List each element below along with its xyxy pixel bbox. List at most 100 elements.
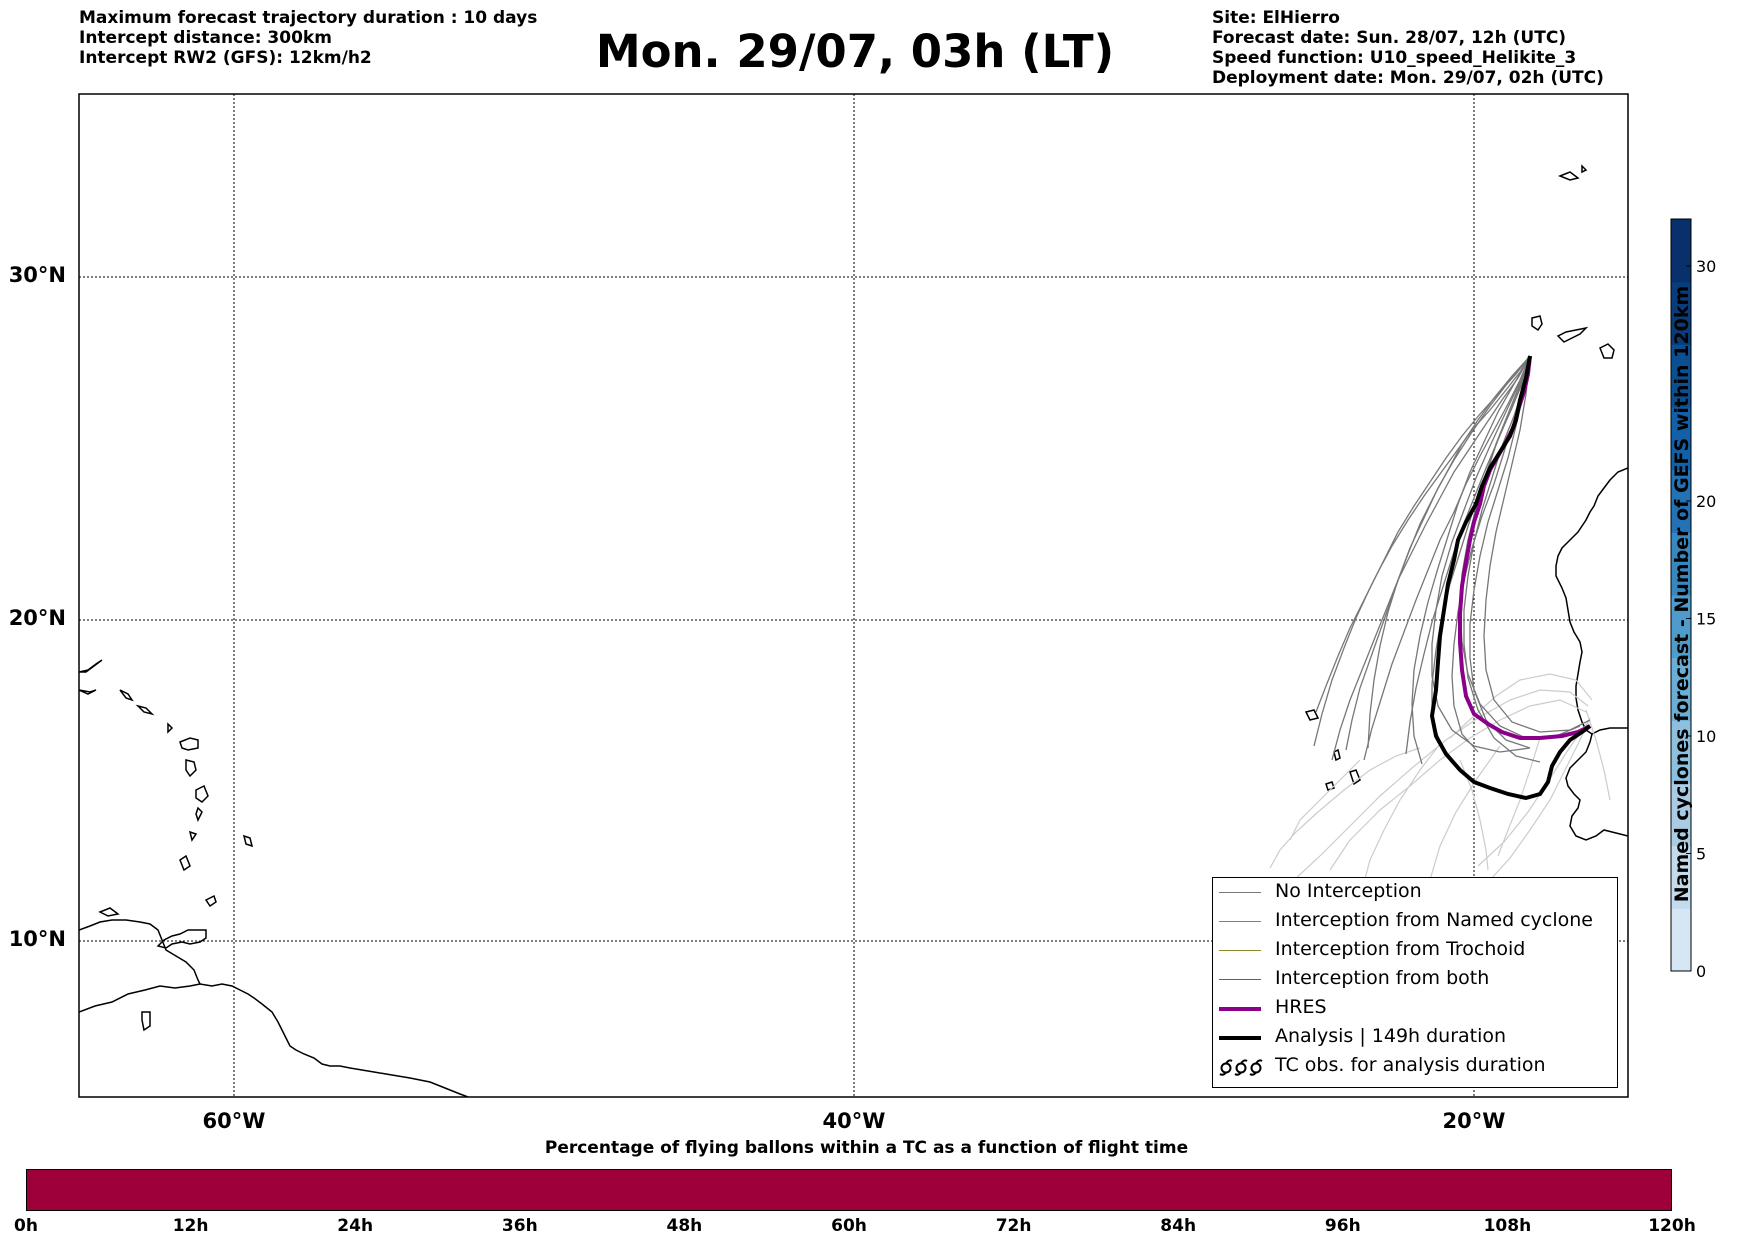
faint-trajectories [1269,673,1611,911]
cape-verde-island-3 [1333,748,1341,762]
legend-item: Interception from Named cyclone [1213,907,1617,936]
legend-item: HRES [1213,994,1617,1023]
legend-swatch [1219,892,1261,893]
bottom-bar-tick-label: 24h [337,1216,374,1236]
colorbar-segment [1671,595,1691,659]
no-interception-track [1463,355,1541,763]
caribbean-island-1 [79,659,103,673]
colorbar-segment [1671,908,1691,972]
legend-label: Interception from Named cyclone [1275,909,1593,931]
colorbar-segment [1671,344,1691,408]
caribbean-island-3 [179,737,199,751]
caribbean-island-15 [141,1011,151,1032]
colorbar-tick-label: 0 [1696,962,1706,981]
legend-item: Interception from Trochoid [1213,936,1617,965]
legend-item: TC obs. for analysis duration [1213,1052,1617,1081]
no-interception-track [1367,355,1531,749]
madeira-island-2 [1581,164,1588,174]
no-interception-track [1483,355,1591,733]
legend-swatch [1219,979,1261,980]
caribbean-island-7 [188,830,198,842]
no-interception-track [1345,355,1531,751]
analysis-track [1429,355,1592,801]
header-info-left: Maximum forecast trajectory duration : 1… [79,8,537,68]
no-interception-track [1363,355,1531,761]
bottom-bar-tick-label: 120h [1648,1216,1696,1236]
no-interception-track [1411,355,1531,765]
percentage-bar [26,1169,1672,1211]
africa-coast [1555,467,1628,735]
cyclone-symbols-icon [1219,1059,1263,1076]
bottom-bar-tick-label: 12h [172,1216,209,1236]
faint-track [1289,759,1361,841]
faint-track [1489,717,1591,881]
colorbar-segment [1671,281,1691,345]
header-right-line: Forecast date: Sun. 28/07, 12h (UTC) [1212,28,1567,48]
header-right-line: Deployment date: Mon. 29/07, 02h (UTC) [1212,68,1604,88]
legend-label: HRES [1275,996,1327,1018]
colorbar-tick-label: 10 [1696,727,1716,746]
legend-swatch [1219,1036,1261,1040]
map-title: Mon. 29/07, 03h (LT) [595,25,1115,78]
caribbean-island-12 [119,689,134,702]
colorbar-segment [1671,845,1691,909]
legend-swatch [1219,921,1261,922]
colorbar-segment [1671,469,1691,533]
no-interception-track [1331,355,1531,761]
faint-track [1269,747,1421,869]
header-left-line: Maximum forecast trajectory duration : 1… [79,8,538,28]
legend-item: Analysis | 149h duration [1213,1023,1617,1052]
lat-label-10n: 10°N [8,927,66,951]
legend: No Interception Interception from Named … [1212,877,1618,1088]
legend-swatch [1219,950,1261,951]
header-right-line: Site: ElHierro [1212,8,1340,28]
bottom-bar-tick-label: 36h [501,1216,538,1236]
lon-label-60w: 60°W [202,1109,266,1133]
bottom-bar-tick-label: 108h [1483,1216,1532,1236]
venezuela-coast [79,919,201,985]
canary-island-1 [1556,326,1589,343]
colorbar-tick-label: 20 [1696,492,1716,511]
map-frame [78,93,1629,1098]
coastlines [79,164,1628,1097]
header-right-line: Speed function: U10_speed_Helikite_3 [1212,48,1577,68]
colorbar-tick-label: 5 [1696,845,1706,864]
colorbar-segment [1671,407,1691,471]
caribbean-island-8 [179,854,191,872]
bottom-bar-tick-label: 96h [1324,1216,1361,1236]
legend-swatch [1219,1007,1261,1011]
faint-track [1497,737,1541,857]
lon-label-20w: 20°W [1442,1109,1506,1133]
cape-verde-island-1 [1304,709,1320,721]
canary-island-3 [1531,315,1543,332]
header-left-line: Intercept RW2 (GFS): 12km/h2 [79,48,372,68]
legend-item: Interception from both [1213,965,1617,994]
colorbar-segment [1671,657,1691,721]
colorbar-tick-label: 15 [1696,610,1716,629]
legend-label: Interception from both [1275,967,1490,989]
caribbean-island-5 [195,784,209,803]
faint-track [1459,759,1489,871]
header-left-line: Intercept distance: 300km [79,28,332,48]
lon-label-40w: 40°W [822,1109,886,1133]
colorbar-frame [1670,218,1692,972]
legend-item: No Interception [1213,878,1617,907]
caribbean-island-4 [185,759,197,778]
caribbean-island-2 [79,689,97,695]
faint-track [1361,743,1441,891]
colorbar-segment [1671,783,1691,847]
faint-track [1585,709,1611,801]
bottom-bar-title: Percentage of flying ballons within a TC… [544,1138,1189,1158]
no-interception-track [1315,355,1531,713]
caribbean-island-10 [242,834,254,848]
legend-label: Interception from Trochoid [1275,938,1526,960]
legend-label: No Interception [1275,880,1422,902]
caribbean-island-14 [167,722,174,734]
trinidad-coast [156,929,207,949]
colorbar-tick-label: 30 [1696,257,1716,276]
header-info-right: Site: ElHierro Forecast date: Sun. 28/07… [1212,8,1604,88]
madeira-island [1557,171,1580,181]
no-interception-track [1313,355,1531,747]
south-america-coast [79,983,469,1097]
africa-west-coast-south [1565,733,1628,841]
